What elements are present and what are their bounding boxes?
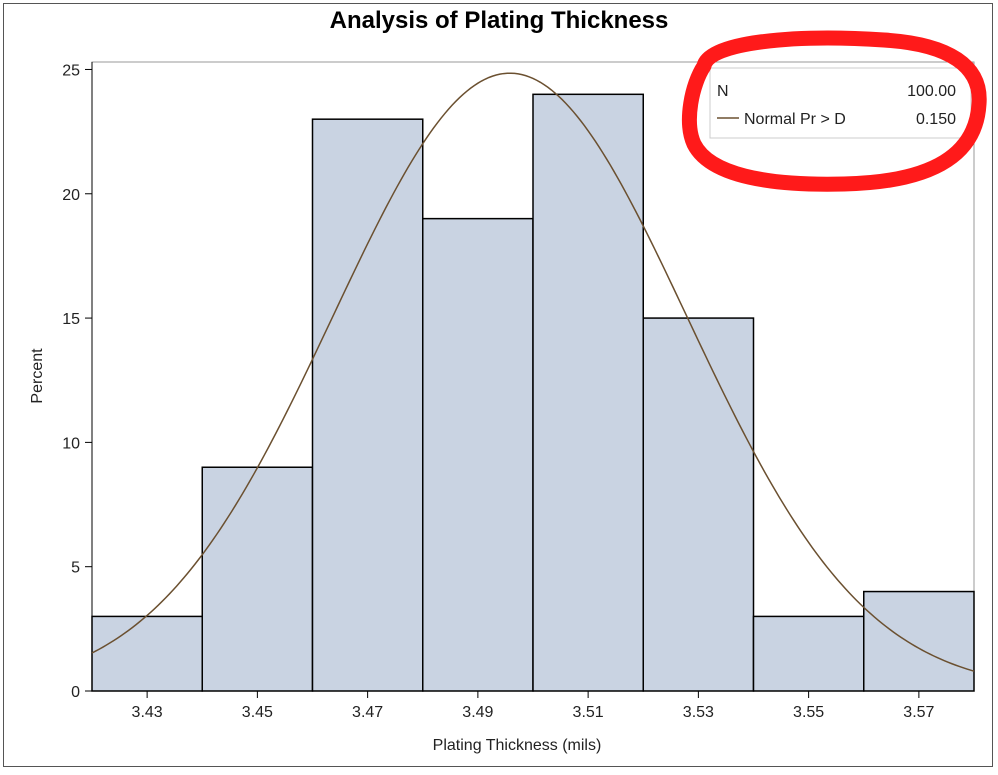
inset-stats-table: N 100.00 Normal Pr > D 0.150	[709, 67, 972, 139]
y-tick-label-5: 5	[71, 560, 80, 577]
plot-area: 0 5 10 15 20 25 3.43 3.45 3.47 3.49 3.51 3.53 3.55 3.…	[62, 61, 975, 721]
y-tick-label-10: 10	[62, 435, 80, 452]
bar-7	[863, 590, 975, 692]
x-tick-label-5: 3.53	[683, 704, 714, 721]
bar-3	[422, 217, 534, 692]
y-tick-label-20: 20	[62, 187, 80, 204]
histogram-chart: Analysis of Plating Thickness 0 5 10 15 20 25…	[29, 7, 987, 754]
annotation-circle	[681, 30, 987, 192]
inset-normal-value: 0.150	[916, 111, 956, 128]
inset-normal-label: Normal Pr > D	[744, 111, 846, 128]
x-tick-label-4: 3.51	[573, 704, 604, 721]
bar-5	[642, 317, 755, 692]
x-tick-label-1: 3.45	[242, 704, 273, 721]
chart-title: Analysis of Plating Thickness	[330, 7, 669, 34]
x-tick-label-6: 3.55	[793, 704, 824, 721]
chart-frame: Analysis of Plating Thickness 0 5 10 15 20 25…	[3, 3, 993, 767]
y-axis-label: Percent	[29, 348, 46, 404]
normal-curve	[91, 72, 975, 672]
y-tick-label-0: 0	[71, 684, 80, 701]
y-tick-label-15: 15	[62, 311, 80, 328]
y-tick-label-25: 25	[62, 62, 80, 79]
x-axis-label: Plating Thickness (mils)	[433, 737, 602, 754]
bar-0	[91, 615, 203, 692]
bar-6	[752, 615, 865, 692]
x-tick-label-0: 3.43	[132, 704, 163, 721]
inset-n-value: 100.00	[907, 83, 956, 100]
inset-n-label: N	[717, 83, 729, 100]
bar-4	[532, 93, 644, 692]
bar-1	[201, 466, 314, 692]
inset-table-border	[709, 67, 972, 139]
x-tick-label-3: 3.49	[462, 704, 493, 721]
bar-2	[311, 118, 424, 692]
x-tick-label-2: 3.47	[352, 704, 383, 721]
x-tick-label-7: 3.57	[903, 704, 934, 721]
